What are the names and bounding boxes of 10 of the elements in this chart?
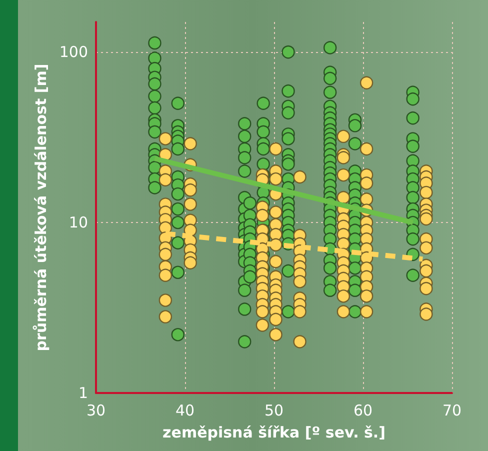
x-tick-label: 40 (175, 402, 195, 420)
y-tick-label: 100 (59, 43, 88, 62)
y-axis-title: průměrná útěková vzdálenost [m] (32, 64, 50, 352)
x-tick-label: 50 (264, 402, 284, 420)
x-tick-label: 70 (442, 402, 462, 420)
x-tick-label: 60 (353, 402, 373, 420)
y-tick-label: 1 (78, 384, 88, 402)
x-axis-title: zeměpisná šířka [º sev. š.] (162, 424, 386, 442)
y-tick-label: 10 (68, 214, 88, 232)
x-tick-label: 30 (86, 402, 106, 420)
